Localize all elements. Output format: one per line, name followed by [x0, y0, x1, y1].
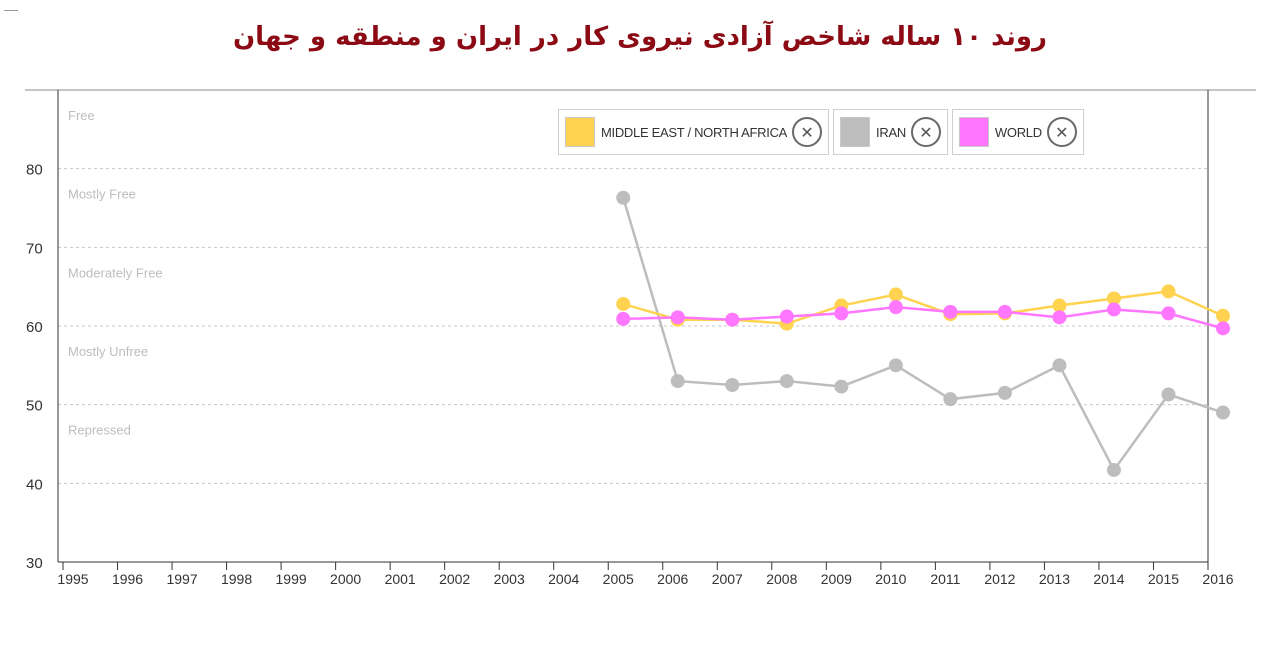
- x-tick-label: 1997: [166, 571, 197, 587]
- data-point: [888, 358, 903, 373]
- data-point: [1161, 284, 1176, 299]
- x-tick-label: 1996: [112, 571, 143, 587]
- data-point: [616, 296, 631, 311]
- legend-swatch: [840, 117, 871, 147]
- data-point: [670, 310, 685, 325]
- legend-label: IRAN: [876, 124, 906, 140]
- x-tick-label: 2004: [548, 571, 579, 587]
- x-tick-label: 2013: [1039, 571, 1070, 587]
- legend-swatch: [958, 117, 989, 147]
- data-point: [1052, 358, 1067, 373]
- data-point: [1216, 308, 1230, 323]
- close-circle-icon[interactable]: ✕: [792, 117, 823, 147]
- close-circle-icon[interactable]: ✕: [1046, 117, 1077, 147]
- close-circle-icon[interactable]: ✕: [910, 117, 941, 147]
- x-tick-label: 2003: [494, 571, 525, 587]
- band-label: Mostly Free: [68, 187, 136, 202]
- x-tick-label: 2002: [439, 571, 470, 587]
- data-point: [1161, 306, 1176, 321]
- y-tick-label: 30: [26, 555, 43, 572]
- series-line: [623, 305, 1224, 330]
- data-point: [725, 378, 740, 392]
- x-tick-label: 2006: [657, 571, 688, 587]
- data-point: [943, 392, 958, 407]
- corner-dash: [4, 10, 18, 11]
- data-point: [888, 300, 903, 315]
- data-point: [1161, 387, 1176, 402]
- x-tick-label: 1995: [57, 571, 88, 587]
- y-tick-label: 70: [26, 240, 43, 257]
- data-point: [1052, 310, 1067, 325]
- data-point: [943, 304, 958, 319]
- x-tick-label: 1998: [221, 571, 252, 587]
- data-point: [1106, 302, 1121, 317]
- legend-swatch: [565, 117, 595, 147]
- x-tick-label: 2016: [1202, 571, 1233, 587]
- x-tick-label: 2008: [766, 571, 797, 587]
- y-tick-label: 50: [26, 398, 43, 415]
- x-tick-label: 2015: [1148, 571, 1179, 587]
- data-point: [834, 306, 849, 321]
- x-tick-label: 2005: [603, 571, 634, 587]
- series-line: [622, 197, 1224, 473]
- x-tick-label: 2007: [712, 571, 743, 587]
- band-label: Repressed: [68, 423, 131, 438]
- data-point: [1106, 291, 1121, 306]
- band-label: Free: [68, 108, 95, 123]
- legend-item-world[interactable]: WORLD ✕: [951, 109, 1084, 155]
- x-tick-label: 2012: [984, 571, 1015, 587]
- data-point: [670, 374, 685, 389]
- band-label: Moderately Free: [68, 265, 163, 280]
- data-point: [888, 287, 903, 302]
- x-tick-label: 1999: [276, 571, 307, 587]
- page-title: روند ۱۰ ساله شاخص آزادی نیروی کار در ایر…: [232, 22, 1047, 52]
- legend-label: MIDDLE EAST / NORTH AFRICA: [601, 124, 788, 140]
- data-point: [1216, 405, 1230, 420]
- legend: MIDDLE EAST / NORTH AFRICA ✕ IRAN ✕ WORL…: [558, 109, 1084, 155]
- y-tick-label: 80: [26, 162, 43, 179]
- legend-item-iran[interactable]: IRAN ✕: [833, 109, 948, 155]
- legend-label: WORLD: [994, 124, 1042, 140]
- y-tick-label: 40: [26, 476, 43, 493]
- data-point: [779, 374, 794, 389]
- data-point: [1052, 298, 1067, 313]
- data-point: [1216, 321, 1230, 336]
- x-tick-label: 2000: [330, 571, 361, 587]
- data-point: [834, 379, 849, 394]
- x-tick-label: 2014: [1093, 571, 1124, 587]
- data-point: [616, 311, 631, 326]
- x-tick-label: 2001: [385, 571, 416, 587]
- legend-item-mena[interactable]: MIDDLE EAST / NORTH AFRICA ✕: [558, 109, 830, 155]
- x-tick-label: 2009: [821, 571, 852, 587]
- data-point: [997, 304, 1012, 319]
- x-tick-label: 2010: [875, 571, 906, 587]
- x-tick-label: 2011: [930, 571, 960, 587]
- data-point: [997, 385, 1012, 400]
- y-tick-label: 60: [26, 319, 43, 336]
- data-point: [616, 190, 631, 205]
- band-label: Mostly Unfree: [68, 344, 148, 359]
- data-point: [779, 309, 794, 324]
- data-point: [725, 312, 740, 327]
- data-point: [1106, 462, 1121, 477]
